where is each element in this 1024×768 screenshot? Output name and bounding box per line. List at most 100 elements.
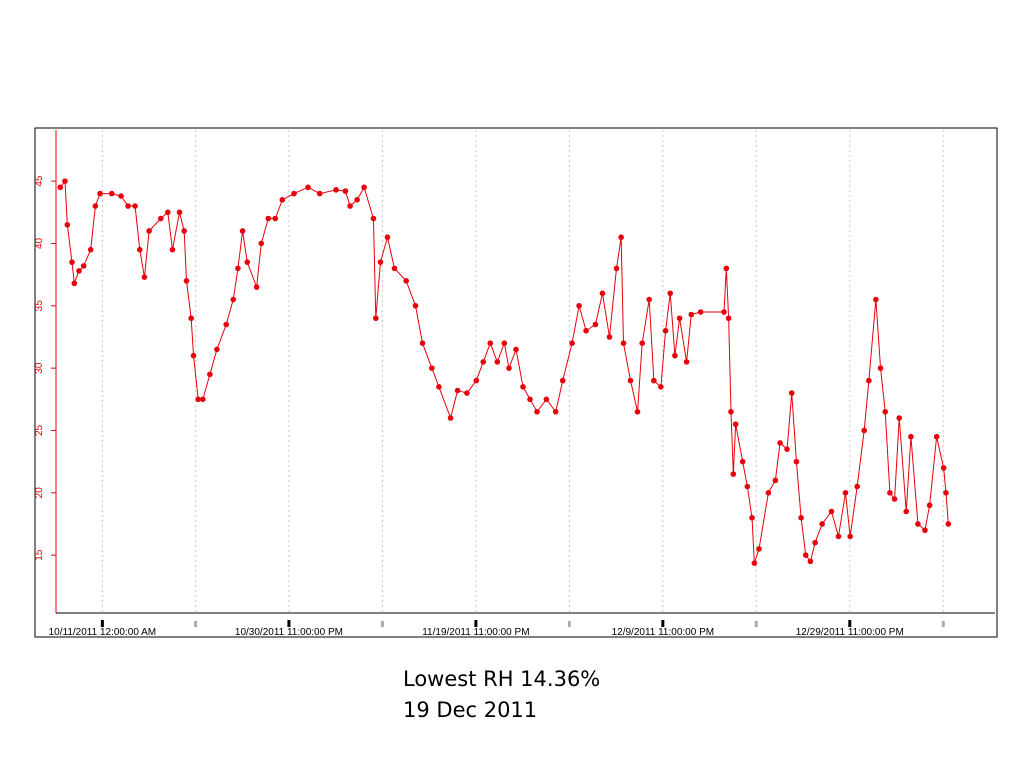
- data-point: [253, 284, 260, 290]
- data-point: [354, 197, 360, 203]
- data-point: [866, 377, 872, 384]
- data-point: [891, 496, 898, 502]
- data-point: [473, 377, 480, 384]
- data-point: [749, 514, 755, 521]
- data-point: [244, 259, 251, 265]
- data-point: [634, 408, 641, 415]
- data-point: [527, 396, 533, 403]
- data-point: [777, 440, 783, 446]
- data-point: [725, 315, 732, 322]
- data-point: [158, 215, 164, 222]
- data-point: [576, 302, 582, 309]
- data-point: [57, 184, 64, 191]
- data-point: [772, 477, 779, 484]
- data-point: [480, 359, 487, 365]
- data-point: [62, 178, 68, 184]
- data-point: [520, 384, 526, 390]
- data-point: [141, 274, 148, 280]
- data-point: [672, 352, 678, 359]
- data-point: [447, 415, 454, 421]
- data-point: [807, 558, 814, 565]
- annotation: 19 Dec 2011: [403, 698, 537, 722]
- data-point: [370, 215, 377, 222]
- data-point: [190, 352, 197, 359]
- y-tick-label: 15: [34, 549, 45, 561]
- data-point: [347, 203, 353, 209]
- data-point: [915, 521, 921, 527]
- data-point: [239, 228, 246, 234]
- data-point: [940, 465, 947, 471]
- data-point: [146, 228, 152, 234]
- data-point: [64, 221, 71, 228]
- data-point: [279, 197, 286, 203]
- data-point: [728, 408, 734, 415]
- data-point: [873, 296, 879, 303]
- data-point: [316, 190, 323, 197]
- data-point: [384, 234, 391, 241]
- data-point: [908, 433, 914, 440]
- data-point: [506, 365, 512, 371]
- data-point: [569, 340, 575, 346]
- data-point: [730, 471, 737, 477]
- data-point: [618, 234, 624, 241]
- data-point: [487, 340, 494, 346]
- data-point: [583, 327, 589, 334]
- data-point: [812, 539, 818, 546]
- data-point: [744, 483, 751, 490]
- data-point: [494, 359, 501, 365]
- data-point: [195, 396, 201, 403]
- data-point: [429, 365, 435, 371]
- data-point: [235, 265, 241, 272]
- data-point: [835, 533, 842, 540]
- x-tick-label: 12/9/2011 11:00:00 PM: [612, 627, 715, 638]
- data-point: [819, 521, 825, 527]
- chart-frame: [34, 127, 998, 638]
- plot-area: 15 20 25 30 35 40 45 10/11/2011 12:00:00 AM 10/3…: [34, 130, 995, 638]
- data-point: [391, 265, 398, 272]
- data-point: [739, 458, 746, 465]
- y-tick-label: 25: [34, 424, 45, 436]
- data-point: [802, 552, 809, 558]
- data-point: [272, 215, 279, 222]
- data-point: [683, 359, 690, 365]
- data-point: [76, 268, 82, 274]
- data-point: [751, 560, 758, 566]
- data-point: [454, 387, 461, 394]
- data-point: [136, 246, 143, 253]
- y-tick-label: 40: [34, 237, 45, 249]
- y-tick-label: 20: [34, 487, 45, 499]
- data-point: [721, 309, 727, 315]
- x-tick-label: 10/30/2011 11:00:00 PM: [235, 627, 343, 638]
- data-point: [933, 433, 940, 440]
- annotation: Lowest RH 14.36%: [403, 667, 600, 691]
- data-point: [945, 521, 952, 527]
- data-point: [882, 408, 889, 415]
- data-point: [606, 334, 613, 340]
- data-point: [132, 203, 138, 209]
- data-point: [592, 321, 599, 328]
- data-point: [599, 290, 606, 297]
- data-point: [667, 290, 674, 297]
- data-point: [896, 415, 903, 421]
- data-point: [305, 184, 311, 191]
- data-point: [71, 280, 78, 287]
- data-point: [92, 203, 99, 209]
- data-point: [543, 396, 550, 403]
- data-point: [676, 315, 683, 322]
- data-point: [97, 190, 103, 197]
- data-point: [165, 209, 171, 216]
- data-point: [756, 546, 762, 552]
- data-point: [613, 265, 620, 272]
- data-point: [943, 490, 949, 496]
- data-point: [87, 246, 94, 253]
- data-point: [125, 203, 131, 209]
- data-point: [207, 371, 213, 378]
- data-point: [361, 184, 367, 191]
- data-point: [788, 390, 795, 396]
- data-point: [639, 340, 645, 346]
- data-point: [887, 490, 893, 496]
- data-point: [798, 514, 804, 521]
- data-point: [80, 263, 87, 269]
- data-point: [230, 296, 237, 303]
